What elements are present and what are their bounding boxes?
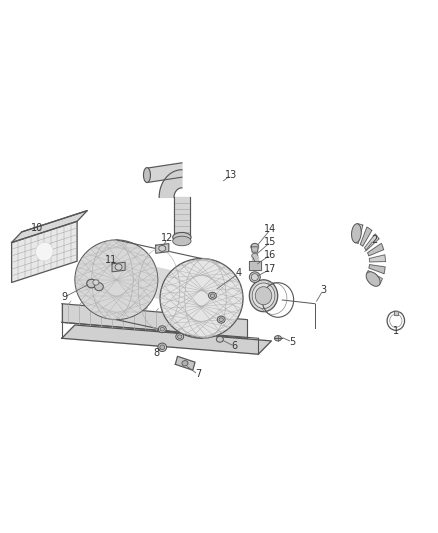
Text: 4: 4: [236, 269, 242, 278]
Text: 11: 11: [105, 255, 117, 265]
Ellipse shape: [158, 343, 166, 352]
Polygon shape: [251, 247, 258, 252]
Ellipse shape: [160, 345, 165, 350]
Text: 3: 3: [320, 286, 326, 295]
Ellipse shape: [93, 280, 99, 285]
Polygon shape: [367, 271, 382, 285]
Ellipse shape: [352, 224, 361, 243]
Ellipse shape: [160, 327, 164, 331]
Polygon shape: [112, 262, 125, 272]
Text: 8: 8: [153, 348, 159, 358]
Polygon shape: [62, 325, 272, 354]
Ellipse shape: [75, 240, 158, 320]
Ellipse shape: [173, 236, 191, 246]
Polygon shape: [12, 221, 77, 282]
Ellipse shape: [177, 335, 182, 338]
Polygon shape: [360, 227, 372, 246]
Ellipse shape: [252, 253, 258, 259]
Ellipse shape: [173, 232, 191, 242]
Text: 5: 5: [289, 337, 296, 347]
Polygon shape: [12, 211, 87, 243]
Polygon shape: [367, 244, 384, 256]
Text: 16: 16: [265, 250, 277, 260]
Ellipse shape: [210, 294, 215, 297]
Polygon shape: [369, 255, 385, 262]
Ellipse shape: [255, 287, 272, 305]
Ellipse shape: [249, 280, 278, 312]
Text: 10: 10: [31, 223, 43, 233]
Ellipse shape: [249, 272, 260, 282]
Text: 17: 17: [264, 264, 277, 274]
Ellipse shape: [216, 336, 223, 342]
Polygon shape: [174, 197, 190, 237]
Text: 15: 15: [264, 237, 277, 247]
Text: 12: 12: [161, 233, 174, 244]
Ellipse shape: [144, 167, 150, 182]
Ellipse shape: [35, 243, 53, 261]
Polygon shape: [75, 240, 241, 298]
Ellipse shape: [275, 336, 282, 341]
Polygon shape: [249, 261, 261, 270]
Text: 1: 1: [393, 326, 399, 336]
Polygon shape: [356, 224, 363, 244]
Text: 13: 13: [225, 170, 237, 180]
Text: 6: 6: [231, 341, 237, 351]
Polygon shape: [252, 256, 258, 261]
Polygon shape: [159, 169, 182, 197]
Ellipse shape: [87, 279, 96, 288]
Ellipse shape: [159, 246, 166, 252]
Ellipse shape: [95, 282, 103, 290]
Ellipse shape: [176, 333, 184, 340]
Ellipse shape: [251, 244, 259, 251]
Polygon shape: [75, 280, 243, 338]
Text: 14: 14: [265, 224, 277, 235]
Ellipse shape: [366, 272, 380, 286]
Polygon shape: [62, 304, 247, 338]
Ellipse shape: [208, 292, 216, 299]
Ellipse shape: [158, 326, 166, 333]
Text: 2: 2: [371, 235, 377, 245]
Polygon shape: [175, 357, 195, 370]
Ellipse shape: [251, 273, 258, 280]
Ellipse shape: [115, 264, 122, 270]
Text: 9: 9: [61, 292, 67, 302]
Polygon shape: [369, 265, 385, 273]
Polygon shape: [364, 234, 379, 251]
Ellipse shape: [182, 361, 188, 366]
Ellipse shape: [252, 283, 275, 309]
Ellipse shape: [160, 259, 243, 338]
Ellipse shape: [219, 318, 223, 321]
Polygon shape: [394, 311, 398, 316]
Ellipse shape: [217, 316, 225, 323]
Polygon shape: [155, 244, 169, 253]
Text: 7: 7: [195, 369, 201, 379]
Polygon shape: [147, 163, 182, 182]
